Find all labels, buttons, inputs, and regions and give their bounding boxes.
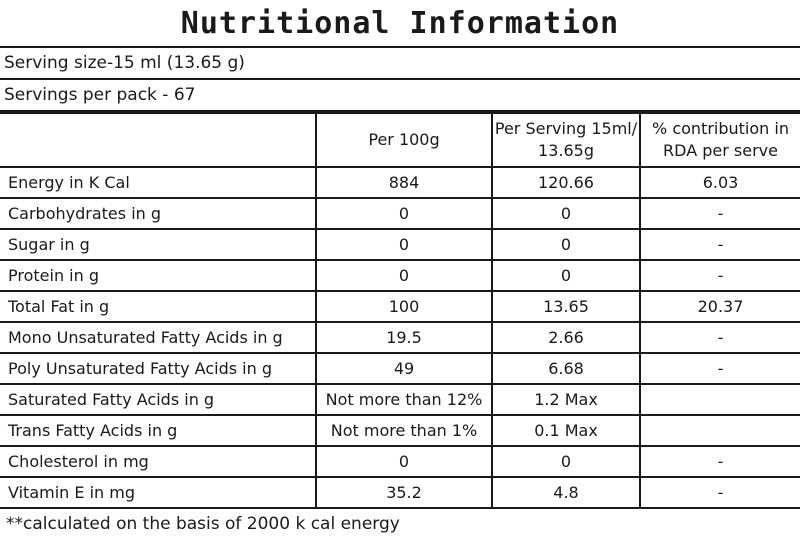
per-100g-value: 19.5 xyxy=(315,321,493,354)
nutrient-label: Saturated Fatty Acids in g xyxy=(0,383,317,416)
serving-size-row: Serving size-15 ml (13.65 g) xyxy=(0,48,800,80)
per-100g-value: 100 xyxy=(315,290,493,323)
nutrient-label: Total Fat in g xyxy=(0,290,317,323)
per-serving-value: 4.8 xyxy=(491,476,641,509)
nutrient-label: Mono Unsaturated Fatty Acids in g xyxy=(0,321,317,354)
per-100g-value: 35.2 xyxy=(315,476,493,509)
nutrient-label: Cholesterol in mg xyxy=(0,445,317,478)
table-row: Poly Unsaturated Fatty Acids in g 49 6.68- xyxy=(0,352,800,385)
header-nutrient xyxy=(0,112,317,168)
rda-value: - xyxy=(639,445,800,478)
footnote: **calculated on the basis of 2000 k cal … xyxy=(6,514,400,534)
per-serving-value: 0 xyxy=(491,259,641,292)
nutrient-label: Energy in K Cal xyxy=(0,166,317,199)
per-serving-value: 0 xyxy=(491,445,641,478)
header-per-100g: Per 100g xyxy=(315,112,493,168)
rda-value: - xyxy=(639,197,800,230)
per-100g-value: 0 xyxy=(315,197,493,230)
table-row: Trans Fatty Acids in g Not more than 1% 0.… xyxy=(0,414,800,447)
title-row: Nutritional Information xyxy=(0,0,800,48)
per-100g-value: 884 xyxy=(315,166,493,199)
servings-per-pack-row: Servings per pack - 67 xyxy=(0,80,800,112)
rda-value: - xyxy=(639,259,800,292)
per-100g-value: 0 xyxy=(315,228,493,261)
rda-value: - xyxy=(639,352,800,385)
table-row: Vitamin E in mg 35.2 4.8- xyxy=(0,476,800,509)
nutrient-label: Vitamin E in mg xyxy=(0,476,317,509)
rda-value: - xyxy=(639,476,800,509)
nutrient-label: Trans Fatty Acids in g xyxy=(0,414,317,447)
per-serving-value: 0 xyxy=(491,228,641,261)
header-rda: % contribution in RDA per serve xyxy=(639,112,800,168)
per-serving-value: 6.68 xyxy=(491,352,641,385)
per-serving-value: 0 xyxy=(491,197,641,230)
per-serving-value: 13.65 xyxy=(491,290,641,323)
table-row: Energy in K Cal 884 120.66 6.03 xyxy=(0,166,800,199)
nutrition-table: Per 100g Per Serving 15ml/ 13.65g % cont… xyxy=(0,112,800,509)
servings-per-pack: Servings per pack - 67 xyxy=(4,85,196,105)
nutrient-label: Poly Unsaturated Fatty Acids in g xyxy=(0,352,317,385)
table-header-row: Per 100g Per Serving 15ml/ 13.65g % cont… xyxy=(0,112,800,168)
per-100g-value: 0 xyxy=(315,445,493,478)
nutrient-label: Sugar in g xyxy=(0,228,317,261)
footnote-row: **calculated on the basis of 2000 k cal … xyxy=(0,509,800,539)
rda-value: 6.03 xyxy=(639,166,800,199)
per-serving-value: 1.2 Max xyxy=(491,383,641,416)
serving-size: Serving size-15 ml (13.65 g) xyxy=(4,53,245,73)
per-serving-value: 2.66 xyxy=(491,321,641,354)
rda-value: - xyxy=(639,228,800,261)
table-row: Mono Unsaturated Fatty Acids in g 19.5 2.6… xyxy=(0,321,800,354)
per-100g-value: 0 xyxy=(315,259,493,292)
header-per-serving: Per Serving 15ml/ 13.65g xyxy=(491,112,641,168)
rda-value: 20.37 xyxy=(639,290,800,323)
table-row: Saturated Fatty Acids in g Not more than … xyxy=(0,383,800,416)
per-serving-value: 120.66 xyxy=(491,166,641,199)
rda-value xyxy=(639,414,800,447)
nutrient-label: Protein in g xyxy=(0,259,317,292)
per-serving-value: 0.1 Max xyxy=(491,414,641,447)
nutrient-label: Carbohydrates in g xyxy=(0,197,317,230)
per-100g-value: Not more than 12% xyxy=(315,383,493,416)
per-100g-value: Not more than 1% xyxy=(315,414,493,447)
panel-title: Nutritional Information xyxy=(180,5,620,41)
rda-value xyxy=(639,383,800,416)
table-row: Total Fat in g 100 13.65 20.37 xyxy=(0,290,800,323)
per-100g-value: 49 xyxy=(315,352,493,385)
rda-value: - xyxy=(639,321,800,354)
table-row: Cholesterol in mg 0 0- xyxy=(0,445,800,478)
table-body: Energy in K Cal 884 120.66 6.03 Carbohydrate… xyxy=(0,166,800,509)
